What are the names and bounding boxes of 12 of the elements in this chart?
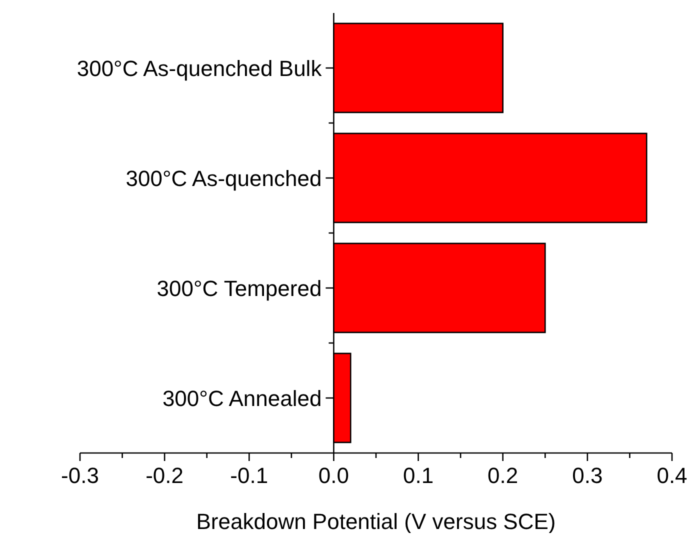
x-tick-label: 0.0 bbox=[318, 463, 350, 488]
y-tick-label: 300°C Annealed bbox=[162, 386, 322, 411]
x-tick-label: 0.2 bbox=[488, 463, 518, 488]
x-tick-label: -0.1 bbox=[230, 463, 268, 488]
y-tick-label: 300°C As-quenched bbox=[126, 166, 322, 191]
x-tick-label: 0.1 bbox=[402, 463, 434, 488]
x-tick-label: 0.4 bbox=[656, 463, 688, 488]
x-tick-label: -0.2 bbox=[146, 463, 184, 488]
y-tick-label: 300°C As-quenched Bulk bbox=[76, 56, 323, 81]
y-tick-label: 300°C Tempered bbox=[156, 276, 322, 301]
x-tick-label: -0.3 bbox=[61, 463, 99, 488]
x-tick-label: 0.3 bbox=[572, 463, 603, 488]
